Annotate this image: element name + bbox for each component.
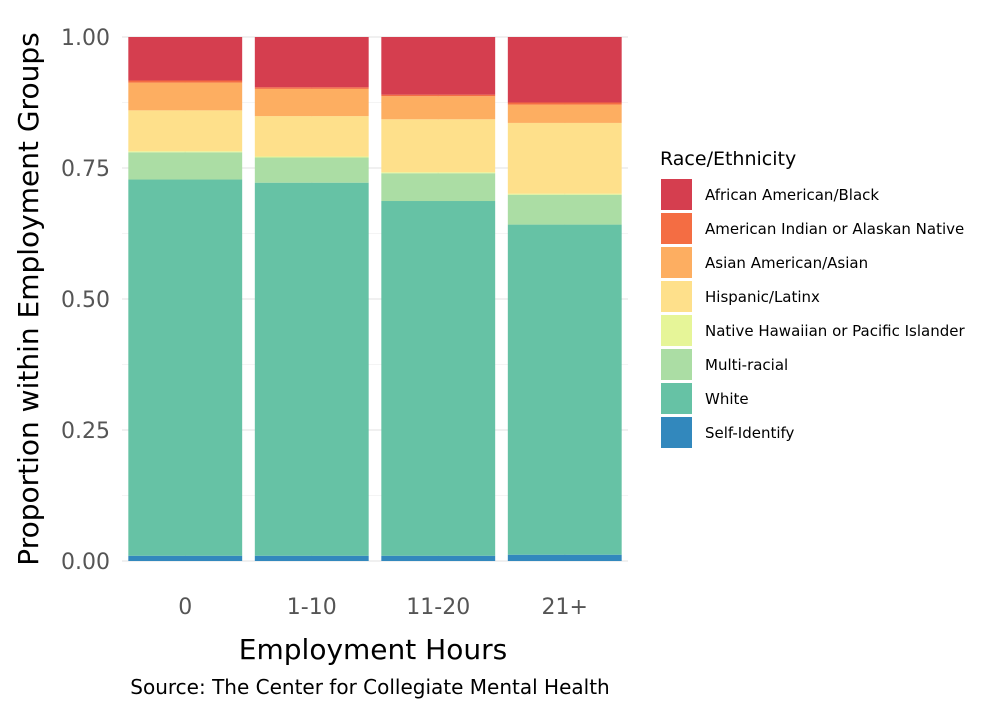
x-tick-label: 11-20 xyxy=(406,595,470,620)
bar-segment xyxy=(381,172,496,174)
legend-label: African American/Black xyxy=(705,186,879,204)
bar-segment xyxy=(507,224,622,555)
y-tick-label: 0.25 xyxy=(61,419,110,444)
y-tick-label: 0.75 xyxy=(61,157,110,182)
bar-segment xyxy=(507,37,622,103)
legend-label: Asian American/Asian xyxy=(705,254,868,272)
x-tick-label: 1-10 xyxy=(287,595,337,620)
legend-label: Multi-racial xyxy=(705,356,788,374)
bar-segment xyxy=(381,94,496,97)
bar-segment xyxy=(507,193,622,195)
legend-label: Self-Identify xyxy=(705,424,795,442)
legend-swatch xyxy=(661,179,692,210)
y-tick-label: 0.50 xyxy=(61,288,110,313)
bar-segment xyxy=(128,179,243,556)
bar-segment xyxy=(128,151,243,153)
bar-segment xyxy=(381,173,496,202)
bar-segment xyxy=(507,104,622,123)
legend-label: White xyxy=(705,390,749,408)
legend-swatch xyxy=(661,315,692,346)
bar-segment xyxy=(128,82,243,111)
x-axis-ticks: 0 1-10 11-20 21+ xyxy=(178,595,588,620)
legend-swatch xyxy=(661,383,692,414)
x-tick-label: 0 xyxy=(178,595,192,620)
bar-segment xyxy=(254,116,369,157)
y-axis-ticks: 0.00 0.25 0.50 0.75 1.00 xyxy=(61,26,110,575)
bars xyxy=(128,37,622,561)
bar-segment xyxy=(254,182,369,556)
legend-label: Native Hawaiian or Pacific Islander xyxy=(705,322,965,340)
legend-title: Race/Ethnicity xyxy=(660,148,796,170)
legend-swatch xyxy=(661,247,692,278)
bar-segment xyxy=(381,96,496,120)
bar-segment xyxy=(507,194,622,225)
bar-segment xyxy=(128,555,243,561)
legend-swatch xyxy=(661,281,692,312)
bar-segment xyxy=(507,554,622,561)
legend-swatch xyxy=(661,349,692,380)
bar-segment xyxy=(254,87,369,89)
bar-segment xyxy=(381,37,496,95)
legend-label: Hispanic/Latinx xyxy=(705,288,820,306)
bar-segment xyxy=(128,110,243,152)
bar-segment xyxy=(128,37,243,81)
bar-segment xyxy=(507,122,622,194)
bar-segment xyxy=(128,152,243,180)
legend-label: American Indian or Alaskan Native xyxy=(705,220,964,238)
x-axis-title: Employment Hours xyxy=(239,633,507,666)
bar-segment xyxy=(254,156,369,158)
bar-segment xyxy=(381,119,496,173)
x-tick-label: 21+ xyxy=(542,595,588,620)
y-axis-title: Proportion within Employment Groups xyxy=(12,32,45,565)
bar-segment xyxy=(254,555,369,561)
bar-segment xyxy=(254,37,369,88)
bar-segment xyxy=(128,80,243,83)
bar-segment xyxy=(507,102,622,105)
y-tick-label: 0.00 xyxy=(61,550,110,575)
source-caption: Source: The Center for Collegiate Mental… xyxy=(130,675,609,699)
bar-segment xyxy=(254,88,369,117)
legend-swatch xyxy=(661,417,692,448)
bar-segment xyxy=(381,201,496,556)
bar-segment xyxy=(254,157,369,183)
legend-swatch xyxy=(661,213,692,244)
bar-segment xyxy=(381,555,496,561)
legend: Race/Ethnicity African American/Black Ame… xyxy=(660,148,965,448)
y-tick-label: 1.00 xyxy=(61,26,110,51)
